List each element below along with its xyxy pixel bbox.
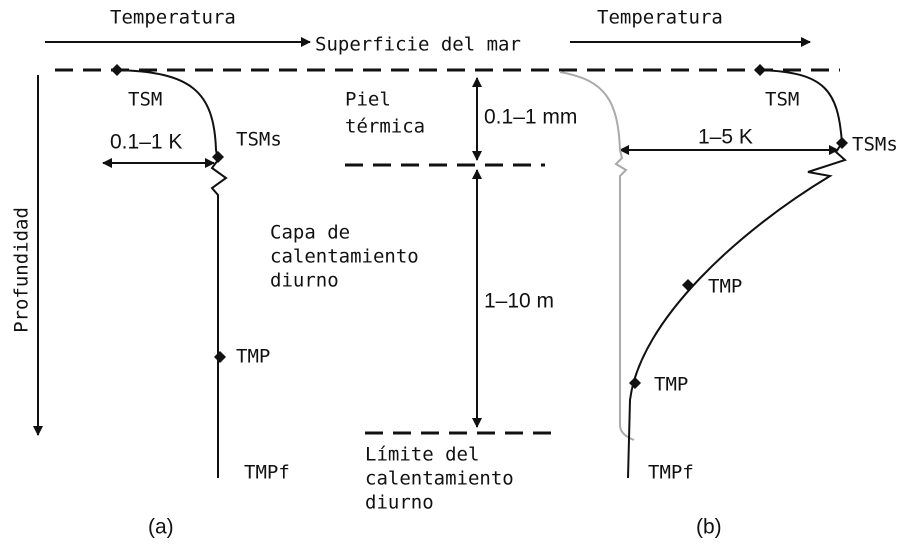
label: calentamiento: [270, 246, 419, 268]
label: 0.1–1 K: [110, 131, 182, 154]
label: TSMs: [852, 134, 898, 156]
label: Piel: [345, 89, 391, 111]
label: (a): [148, 516, 174, 539]
label: calentamiento: [365, 468, 514, 490]
label: TSM: [128, 89, 162, 111]
label: Profundidad: [11, 207, 33, 333]
label: 0.1–1 mm: [484, 106, 577, 129]
label: Límite del: [365, 444, 479, 466]
label: Temperatura: [110, 7, 236, 29]
label: TMP: [236, 346, 270, 368]
label: Superficie del mar: [315, 34, 521, 56]
label: TMP: [654, 374, 688, 396]
label: diurno: [365, 492, 434, 514]
label: TMPf: [244, 462, 290, 484]
label: térmica: [345, 116, 425, 138]
label: Capa de: [270, 222, 350, 244]
label: TMP: [708, 276, 742, 298]
profile-a: [116, 69, 228, 478]
label: diurno: [270, 270, 339, 292]
label: TSM: [765, 89, 799, 111]
markers: [111, 64, 848, 389]
profile-gray: [559, 71, 635, 441]
label: TMPf: [648, 462, 694, 484]
label: (b): [696, 516, 722, 539]
label: 1–10 m: [484, 290, 554, 313]
label: TSMs: [236, 129, 282, 151]
label: 1–5 K: [698, 126, 753, 149]
profile-b: [627, 69, 847, 479]
label: Temperatura: [597, 7, 723, 29]
